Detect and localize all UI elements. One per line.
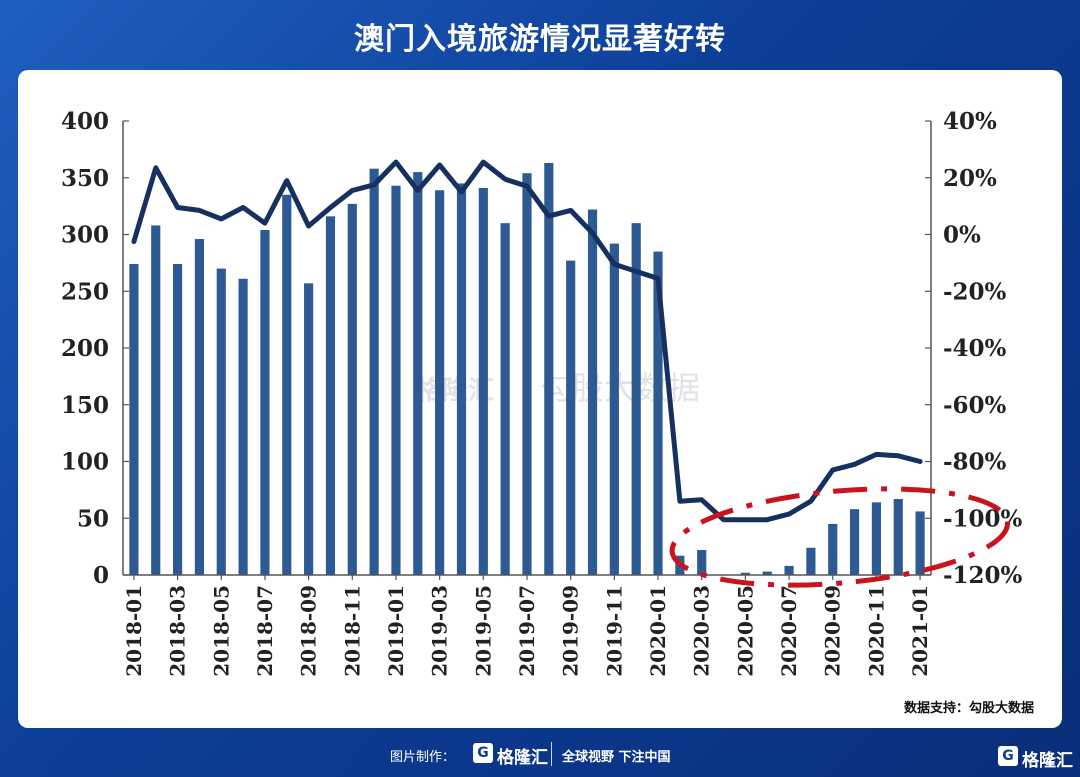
bar-2019-10 [587, 209, 598, 575]
x-tick-label: 2018-11 [340, 585, 364, 677]
bar-2018-04 [194, 239, 205, 576]
right-tick-label: -60% [943, 392, 1007, 419]
left-tick-label: 250 [61, 278, 109, 305]
x-tick-label: 2019-11 [602, 585, 626, 677]
bar-2019-01 [391, 185, 401, 575]
bar-2018-08 [282, 194, 292, 575]
bar-2020-03 [697, 550, 707, 575]
bar-2020-12 [893, 498, 903, 575]
bar-2020-07 [784, 565, 794, 575]
bar-2018-12 [369, 168, 379, 576]
bar-2018-11 [347, 203, 357, 576]
bar-2019-11 [609, 243, 619, 575]
chart-title: 澳门入境旅游情况显著好转 [354, 22, 726, 57]
left-tick-label: 50 [77, 505, 109, 532]
x-tick-label: 2019-05 [471, 585, 495, 677]
bar-2019-06 [500, 223, 510, 575]
right-tick-label: -20% [943, 278, 1007, 305]
bar-2019-04 [456, 183, 467, 576]
chart-panel: 格隆汇 勾股大数据 0 50 100 150 200 250 300 350 400 -120% -… [18, 70, 1062, 728]
bar-2019-07 [522, 173, 532, 575]
bar-2020-10 [849, 509, 860, 575]
bar-2021-01 [915, 511, 925, 575]
bar-2019-02 [413, 172, 423, 575]
right-tick-label: 0% [943, 222, 981, 249]
x-tick-label: 2018-09 [297, 585, 321, 677]
bar-2018-02 [151, 225, 161, 576]
bar-2018-03 [173, 264, 183, 575]
footer: 图片制作： G 格隆汇 全球视野 下注中国 G 格隆汇 [0, 740, 1080, 771]
source-note: 数据支持：勾股大数据 [903, 701, 1034, 716]
footer-slogan: 全球视野 下注中国 [562, 750, 671, 765]
footer-logo-icon: G [473, 743, 493, 763]
right-tick-label: -40% [943, 335, 1007, 362]
bar-2020-06 [762, 571, 772, 575]
footer-divider [551, 742, 552, 766]
bar-2020-09 [828, 523, 838, 575]
bar-2018-06 [238, 278, 248, 575]
bar-2018-09 [304, 283, 314, 575]
x-tick-label: 2019-01 [384, 585, 408, 677]
left-tick-label: 100 [61, 449, 109, 476]
x-tick-label: 2018-05 [209, 585, 233, 677]
bar-2019-08 [544, 162, 554, 575]
left-tick-label: 200 [61, 335, 109, 362]
corner-logo-icon: G [998, 746, 1018, 766]
right-tick-label: -80% [943, 449, 1007, 476]
x-tick-label: 2020-09 [821, 585, 845, 677]
bar-2018-01 [129, 264, 139, 575]
left-tick-label: 300 [61, 222, 109, 249]
right-tick-label: 20% [943, 165, 997, 192]
bar-2019-05 [478, 187, 488, 575]
bar-2019-12 [631, 223, 641, 575]
right-tick-label: -100% [943, 505, 1023, 532]
bar-2020-05 [740, 572, 750, 575]
left-tick-label: 350 [61, 165, 109, 192]
bar-2020-08 [806, 547, 816, 575]
bar-2018-05 [216, 268, 226, 575]
left-tick-label: 400 [61, 108, 109, 135]
x-tick-label: 2020-03 [690, 585, 714, 677]
bar-2018-10 [325, 216, 336, 575]
right-tick-label: 40% [943, 108, 997, 135]
left-tick-label: 0 [93, 562, 109, 589]
bar-2019-09 [566, 260, 576, 575]
x-tick-label: 2020-11 [864, 585, 888, 677]
x-tick-label: 2019-03 [428, 585, 452, 677]
x-tick-label: 2019-09 [559, 585, 583, 677]
footer-credit: 图片制作： [390, 750, 456, 765]
x-tick-label: 2018-07 [253, 585, 277, 677]
watermark-product: 勾股大数据 [540, 369, 700, 407]
x-tick-label: 2019-07 [515, 585, 539, 677]
bar-2020-11 [871, 502, 881, 575]
x-tick-label: 2018-03 [166, 585, 190, 677]
chart-svg: 格隆汇 勾股大数据 050100150200250300350400-120%-… [61, 108, 1023, 677]
right-tick-label: -120% [943, 562, 1023, 589]
x-tick-label: 2018-01 [122, 585, 146, 677]
highlight-ellipse [669, 486, 1010, 588]
x-tick-label: 2020-01 [646, 585, 670, 677]
x-tick-label: 2020-05 [733, 585, 757, 677]
left-tick-label: 150 [61, 392, 109, 419]
bar-2018-07 [260, 229, 270, 575]
growth-rate-line [131, 159, 923, 523]
footer-brand: 格隆汇 [497, 748, 548, 768]
x-tick-label: 2020-07 [777, 585, 801, 677]
x-tick-label: 2021-01 [908, 585, 932, 677]
bar-2020-01 [653, 251, 663, 575]
corner-brand: 格隆汇 [1022, 751, 1073, 771]
bar-2019-03 [435, 190, 445, 576]
